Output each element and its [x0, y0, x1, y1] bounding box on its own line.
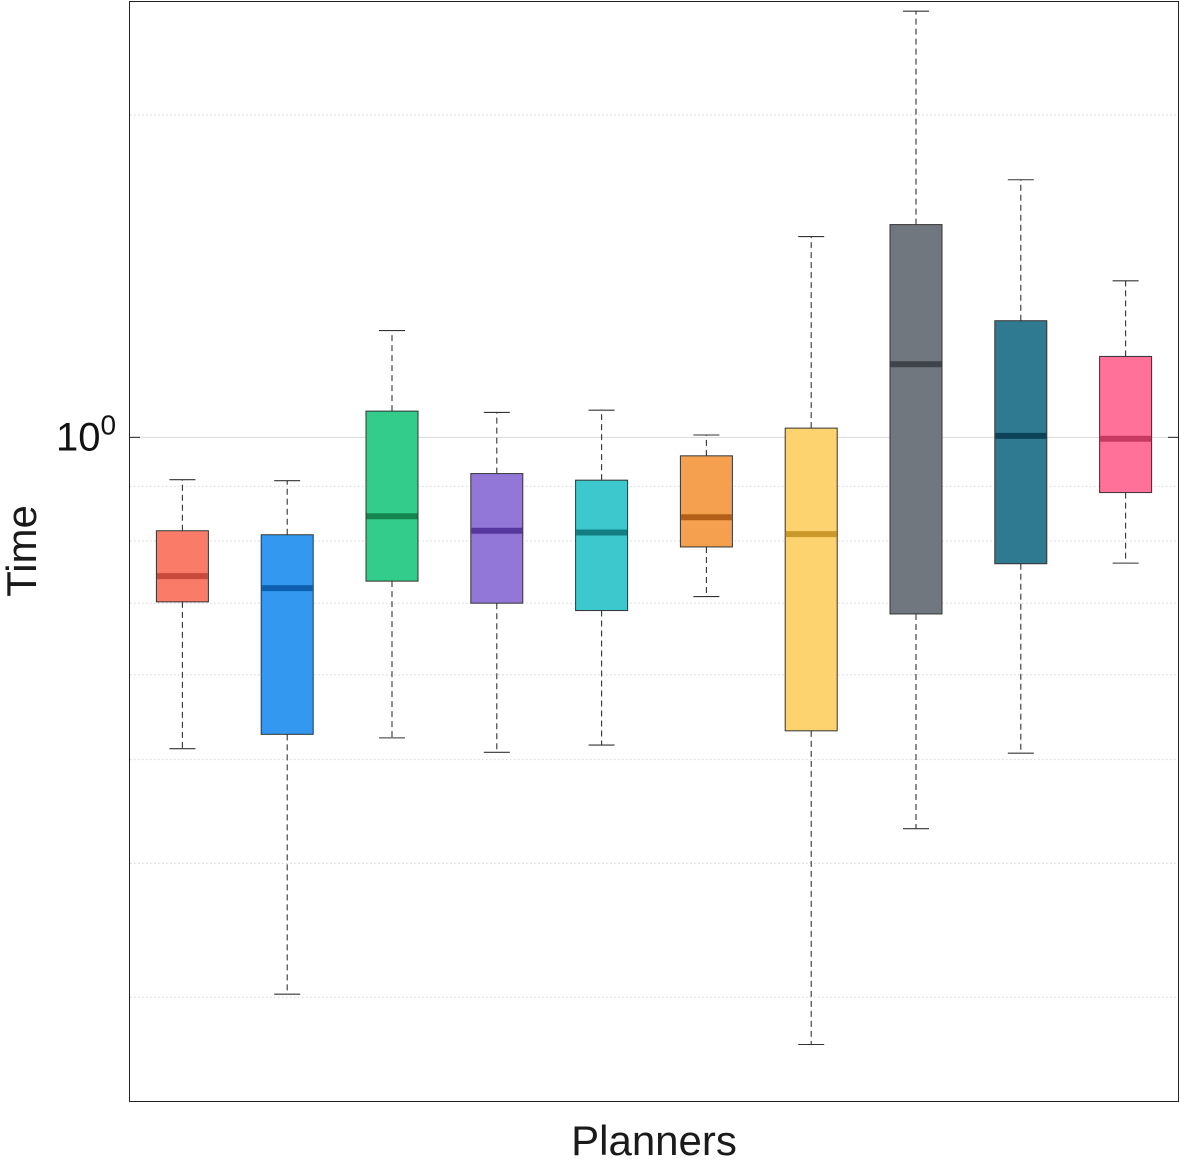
y-tick-label-exponent: 0 — [100, 409, 116, 440]
box-group-6 — [679, 434, 733, 598]
y-axis-label: Time — [0, 505, 45, 597]
box-iqr — [994, 320, 1048, 565]
box-group-4 — [470, 411, 524, 753]
box-iqr — [889, 224, 943, 615]
box-group-7 — [784, 235, 838, 1046]
y-tick-label: 100 — [56, 409, 116, 459]
boxes — [155, 10, 1153, 1046]
box-group-10 — [1099, 280, 1153, 564]
box-iqr — [679, 455, 733, 548]
box-group-8 — [889, 10, 943, 830]
box-iqr — [155, 530, 209, 603]
y-ticks: 100 — [56, 409, 1178, 459]
box-iqr — [784, 427, 838, 732]
box-group-9 — [994, 179, 1048, 754]
x-axis-label: Planners — [571, 1117, 737, 1162]
box-group-3 — [365, 330, 419, 739]
box-group-2 — [260, 480, 314, 995]
box-iqr — [1099, 355, 1153, 494]
box-iqr — [575, 479, 629, 612]
box-group-5 — [575, 409, 629, 746]
plot-frame — [129, 1, 1179, 1102]
y-tick-label-base: 10 — [56, 415, 101, 459]
box-group-1 — [155, 479, 209, 750]
box-iqr — [260, 534, 314, 735]
box-iqr — [365, 410, 419, 582]
box-iqr — [470, 473, 524, 604]
